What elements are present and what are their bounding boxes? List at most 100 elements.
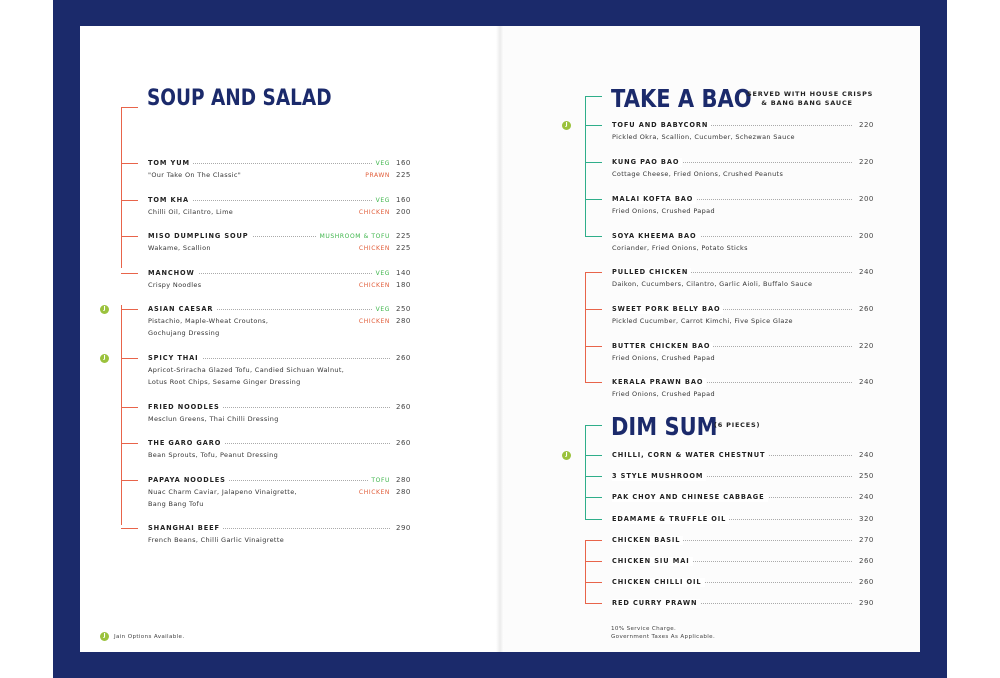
item-name: CHILLI, CORN & WATER CHESTNUT <box>612 451 769 460</box>
item-price: 225 <box>396 244 411 252</box>
item-name: MANCHOW <box>148 269 198 278</box>
item-price: 260 <box>396 403 411 411</box>
jain-badge-icon: J <box>562 121 571 130</box>
item-name: PAK CHOY AND CHINESE CABBAGE <box>612 493 768 502</box>
diet-tag: VEG <box>372 305 390 314</box>
bracket-tick <box>585 603 602 604</box>
diet-tag: CHICKEN <box>355 244 390 253</box>
item-name: SPICY THAI <box>148 354 202 363</box>
leader-dots <box>152 528 390 529</box>
leader-dots <box>152 163 390 164</box>
bracket-tick <box>121 443 138 444</box>
item-name: BUTTER CHICKEN BAO <box>612 342 714 351</box>
item-name: EDAMAME & TRUFFLE OIL <box>612 515 730 524</box>
item-name: SOYA KHEEMA BAO <box>612 232 700 241</box>
item-price: 260 <box>859 578 874 586</box>
dimsum-subtitle: (6 PIECES) <box>714 421 761 429</box>
item-name: SHANGHAI BEEF <box>148 524 223 533</box>
dimsum-title: DIM SUM <box>611 412 718 441</box>
item-price: 280 <box>396 488 411 496</box>
bracket-tick <box>121 309 138 310</box>
bao-title: TAKE A BAO <box>611 84 752 113</box>
item-name: TOM KHA <box>148 196 192 205</box>
item-description: Pistachio, Maple-Wheat Croutons, <box>148 317 269 325</box>
item-price: 220 <box>859 342 874 350</box>
jain-badge-icon: J <box>100 632 109 641</box>
item-description: Gochujang Dressing <box>148 329 220 337</box>
item-price: 240 <box>859 268 874 276</box>
diet-tag: VEG <box>372 159 390 168</box>
item-description: Cottage Cheese, Fried Onions, Crushed Pe… <box>612 170 784 178</box>
bracket-tick <box>121 358 138 359</box>
item-name: CHICKEN BASIL <box>612 536 684 545</box>
item-price: 270 <box>859 536 874 544</box>
item-name: CHICKEN SIU MAI <box>612 557 693 566</box>
item-name: PULLED CHICKEN <box>612 268 692 277</box>
item-price: 290 <box>859 599 874 607</box>
item-price: 320 <box>859 515 874 523</box>
jain-badge-icon: J <box>100 354 109 363</box>
leader-dots <box>616 603 852 604</box>
item-name: PAPAYA NOODLES <box>148 476 229 485</box>
item-price: 160 <box>396 196 411 204</box>
bracket-veg-dimsum <box>585 425 586 519</box>
item-name: SWEET PORK BELLY BAO <box>612 305 724 314</box>
leader-dots <box>152 309 390 310</box>
bracket-tick <box>585 582 602 583</box>
leader-dots <box>616 309 852 310</box>
item-description: Apricot-Sriracha Glazed Tofu, Candied Si… <box>148 366 345 374</box>
item-description: Mesclun Greens, Thai Chilli Dressing <box>148 415 279 423</box>
item-price: 250 <box>396 305 411 313</box>
item-price: 280 <box>396 317 411 325</box>
leader-dots <box>616 272 852 273</box>
tax-line: Government Taxes As Applicable. <box>611 634 716 640</box>
leader-dots <box>152 407 390 408</box>
jain-footnote: Jain Options Available. <box>114 634 185 640</box>
bracket-tick <box>585 540 602 541</box>
item-description: "Our Take On The Classic" <box>148 171 242 179</box>
item-name: MISO DUMPLING SOUP <box>148 232 252 241</box>
bracket-tick <box>121 236 138 237</box>
item-description: Nuac Charm Caviar, Jalapeno Vinaigrette, <box>148 488 297 496</box>
item-description: Chilli Oil, Cilantro, Lime <box>148 208 234 216</box>
item-name: CHICKEN CHILLI OIL <box>612 578 705 587</box>
item-price: 260 <box>396 439 411 447</box>
leader-dots <box>616 519 852 520</box>
bracket-tick <box>121 407 138 408</box>
diet-tag: PRAWN <box>362 171 390 180</box>
page-fold <box>496 26 504 652</box>
item-price: 260 <box>396 354 411 362</box>
bracket-tick-dimsum-title <box>585 425 602 426</box>
item-description: Daikon, Cucumbers, Cilantro, Garlic Aiol… <box>612 280 813 288</box>
bracket-tick <box>121 480 138 481</box>
item-name: 3 STYLE MUSHROOM <box>612 472 707 481</box>
leader-dots <box>616 162 852 163</box>
item-price: 250 <box>859 472 874 480</box>
item-name: FRIED NOODLES <box>148 403 223 412</box>
bracket-tick <box>585 162 602 163</box>
item-price: 260 <box>859 305 874 313</box>
leader-dots <box>616 561 852 562</box>
diet-tag: VEG <box>372 269 390 278</box>
bracket-tick <box>121 200 138 201</box>
item-price: 160 <box>396 159 411 167</box>
item-name: KERALA PRAWN BAO <box>612 378 707 387</box>
item-name: THE GARO GARO <box>148 439 225 448</box>
bracket-tick-title <box>121 107 138 108</box>
bracket-tick <box>121 163 138 164</box>
item-price: 220 <box>859 158 874 166</box>
leader-dots <box>152 273 390 274</box>
leader-dots <box>152 358 390 359</box>
leader-dots <box>616 199 852 200</box>
bracket-tick <box>121 528 138 529</box>
item-description: Coriander, Fried Onions, Potato Sticks <box>612 244 748 252</box>
item-name: KUNG PAO BAO <box>612 158 683 167</box>
item-name: ASIAN CAESAR <box>148 305 217 314</box>
item-price: 220 <box>859 121 874 129</box>
bracket-tick <box>585 382 602 383</box>
leader-dots <box>616 236 852 237</box>
item-price: 290 <box>396 524 411 532</box>
bracket-tick <box>585 272 602 273</box>
leader-dots <box>152 236 390 237</box>
